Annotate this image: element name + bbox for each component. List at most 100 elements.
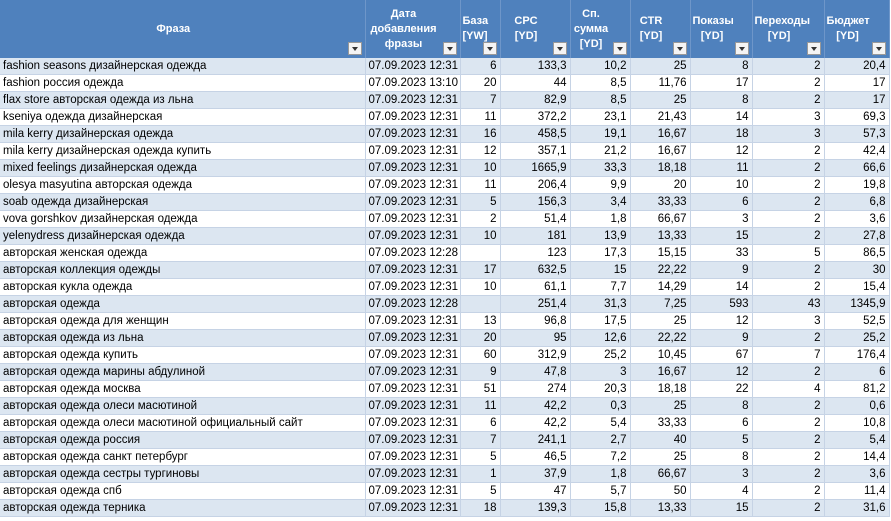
number-cell: 33,33 — [630, 193, 691, 211]
number-cell: 2 — [752, 193, 825, 211]
number-cell: 14 — [690, 278, 753, 296]
number-cell: 2 — [752, 431, 825, 449]
number-cell: 2 — [752, 91, 825, 109]
number-cell: 12 — [690, 363, 753, 381]
number-cell: 18 — [460, 499, 501, 517]
table-row: kseniya одежда дизайнерская 07.09.2023 12… — [0, 108, 890, 126]
header-text: Фраза — [156, 22, 191, 35]
table-row: vova gorshkov дизайнерская одежда 07.09.2… — [0, 210, 890, 228]
number-cell: 15,8 — [570, 499, 631, 517]
number-cell: 18,18 — [630, 159, 691, 177]
header-text: Бюджет [YD] — [826, 15, 870, 42]
number-cell: 123 — [500, 244, 571, 262]
table-row: soab одежда дизайнерская 07.09.2023 12:31… — [0, 193, 890, 211]
filter-button[interactable] — [552, 42, 567, 55]
phrase-cell: soab одежда дизайнерская — [0, 193, 366, 211]
filter-button[interactable] — [672, 42, 687, 55]
number-cell: 86,5 — [824, 244, 890, 262]
number-cell: 33,33 — [630, 414, 691, 432]
number-cell: 5 — [460, 193, 501, 211]
number-cell: 458,5 — [500, 125, 571, 143]
header-text: База [YW] — [462, 15, 489, 42]
header-text: Показы [YD] — [692, 15, 734, 42]
number-cell: 21,2 — [570, 142, 631, 160]
filter-button[interactable] — [871, 42, 886, 55]
number-cell: 241,1 — [500, 431, 571, 449]
number-cell: 13 — [460, 312, 501, 330]
number-cell: 4 — [690, 482, 753, 500]
number-cell: 50 — [630, 482, 691, 500]
number-cell: 3 — [752, 108, 825, 126]
table-row: авторская одежда сестры тургиновы 07.09.2… — [0, 465, 890, 483]
column-header: CTR [YD] — [630, 0, 691, 58]
number-cell: 5,4 — [824, 431, 890, 449]
filter-button[interactable] — [442, 42, 457, 55]
column-header: Дата добавления фразы — [365, 0, 461, 58]
column-header: База [YW] — [460, 0, 501, 58]
date-cell: 07.09.2023 12:31 — [365, 193, 461, 211]
phrase-cell: авторская одежда олеси масютиной — [0, 397, 366, 415]
number-cell: 2 — [752, 448, 825, 466]
date-cell: 07.09.2023 12:31 — [365, 159, 461, 177]
number-cell: 10,45 — [630, 346, 691, 364]
number-cell: 15 — [570, 261, 631, 279]
filter-button[interactable] — [612, 42, 627, 55]
phrase-cell: авторская одежда сестры тургиновы — [0, 465, 366, 483]
number-cell: 357,1 — [500, 142, 571, 160]
number-cell: 30 — [824, 261, 890, 279]
number-cell: 1,8 — [570, 210, 631, 228]
table-row: авторская одежда марины абдулиной 07.09.2… — [0, 363, 890, 381]
number-cell: 5 — [752, 244, 825, 262]
number-cell: 82,9 — [500, 91, 571, 109]
date-cell: 07.09.2023 12:31 — [365, 278, 461, 296]
filter-button[interactable] — [482, 42, 497, 55]
number-cell: 17 — [690, 74, 753, 92]
phrase-cell: авторская одежда спб — [0, 482, 366, 500]
header-text: Дата добавления фразы — [370, 7, 437, 50]
number-cell: 12 — [690, 142, 753, 160]
table-row: авторская коллекция одежды 07.09.2023 12:… — [0, 261, 890, 279]
number-cell: 31,3 — [570, 295, 631, 313]
number-cell: 16 — [460, 125, 501, 143]
phrase-cell: авторская кукла одежда — [0, 278, 366, 296]
number-cell: 3 — [690, 210, 753, 228]
date-cell: 07.09.2023 12:31 — [365, 176, 461, 194]
number-cell: 8,5 — [570, 91, 631, 109]
filter-button[interactable] — [806, 42, 821, 55]
filter-button[interactable] — [734, 42, 749, 55]
phrase-cell: авторская одежда из льна — [0, 329, 366, 347]
number-cell: 8,5 — [570, 74, 631, 92]
phrase-cell: авторская одежда — [0, 295, 366, 313]
filter-button[interactable] — [347, 42, 362, 55]
column-header: Переходы [YD] — [752, 0, 825, 58]
date-cell: 07.09.2023 12:31 — [365, 499, 461, 517]
number-cell: 19,1 — [570, 125, 631, 143]
number-cell: 7,2 — [570, 448, 631, 466]
number-cell: 2 — [752, 74, 825, 92]
number-cell: 46,5 — [500, 448, 571, 466]
number-cell: 3 — [752, 312, 825, 330]
number-cell: 9,9 — [570, 176, 631, 194]
number-cell: 20 — [460, 329, 501, 347]
number-cell: 2 — [752, 482, 825, 500]
table-row: авторская одежда для женщин 07.09.2023 12… — [0, 312, 890, 330]
date-cell: 07.09.2023 12:28 — [365, 295, 461, 313]
number-cell: 25 — [630, 312, 691, 330]
number-cell: 60 — [460, 346, 501, 364]
number-cell: 5 — [690, 431, 753, 449]
number-cell: 47 — [500, 482, 571, 500]
number-cell: 2 — [752, 227, 825, 245]
number-cell: 10 — [460, 278, 501, 296]
number-cell: 0,6 — [824, 397, 890, 415]
number-cell — [460, 244, 501, 262]
number-cell: 6,8 — [824, 193, 890, 211]
number-cell: 8 — [690, 58, 753, 75]
header-text: Переходы [YD] — [754, 15, 811, 42]
number-cell: 206,4 — [500, 176, 571, 194]
number-cell: 12 — [690, 312, 753, 330]
phrase-cell: авторская одежда терника — [0, 499, 366, 517]
number-cell: 23,1 — [570, 108, 631, 126]
date-cell: 07.09.2023 12:31 — [365, 91, 461, 109]
number-cell: 14,29 — [630, 278, 691, 296]
